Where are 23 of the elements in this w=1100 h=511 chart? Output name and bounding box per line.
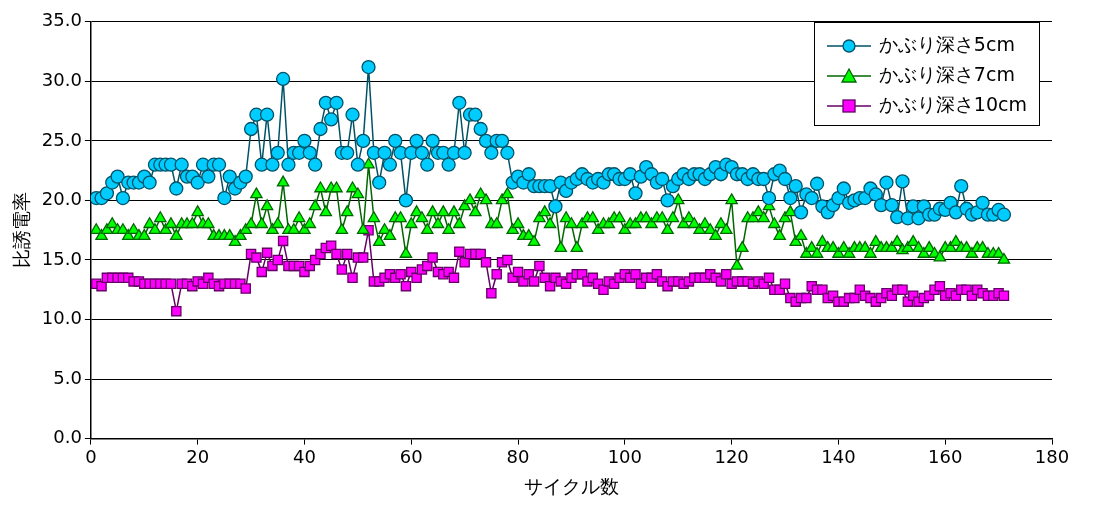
x-tick-label: 40 — [293, 446, 316, 468]
x-tick-label: 80 — [506, 446, 530, 468]
x-tick-label: 60 — [399, 446, 423, 468]
x-tick-label: 180 — [1034, 446, 1070, 468]
x-axis-title: サイクル数 — [523, 474, 619, 497]
y-tick-label: 25.0 — [41, 128, 82, 150]
x-tick-label: 100 — [607, 446, 643, 468]
x-tick-label: 0 — [85, 446, 97, 468]
y-axis-title: 比誘電率 — [10, 192, 33, 269]
y-tick-label: 10.0 — [41, 307, 82, 329]
y-tick-label: 35.0 — [41, 9, 82, 31]
x-tick-label: 20 — [186, 446, 210, 468]
x-tick-label: 160 — [928, 446, 963, 468]
y-tick-label: 0.0 — [53, 426, 82, 448]
y-tick-label: 5.0 — [53, 366, 82, 388]
y-tick-label: 20.0 — [41, 188, 82, 210]
x-tick-label: 120 — [714, 446, 749, 468]
y-tick-label: 30.0 — [41, 69, 82, 91]
x-tick-label: 140 — [821, 446, 856, 468]
legend-label: かぶり深さ5cm — [878, 33, 1015, 55]
y-tick-label: 15.0 — [41, 247, 82, 269]
legend-label: かぶり深さ10cm — [878, 93, 1027, 115]
legend-label: かぶり深さ7cm — [878, 63, 1015, 85]
